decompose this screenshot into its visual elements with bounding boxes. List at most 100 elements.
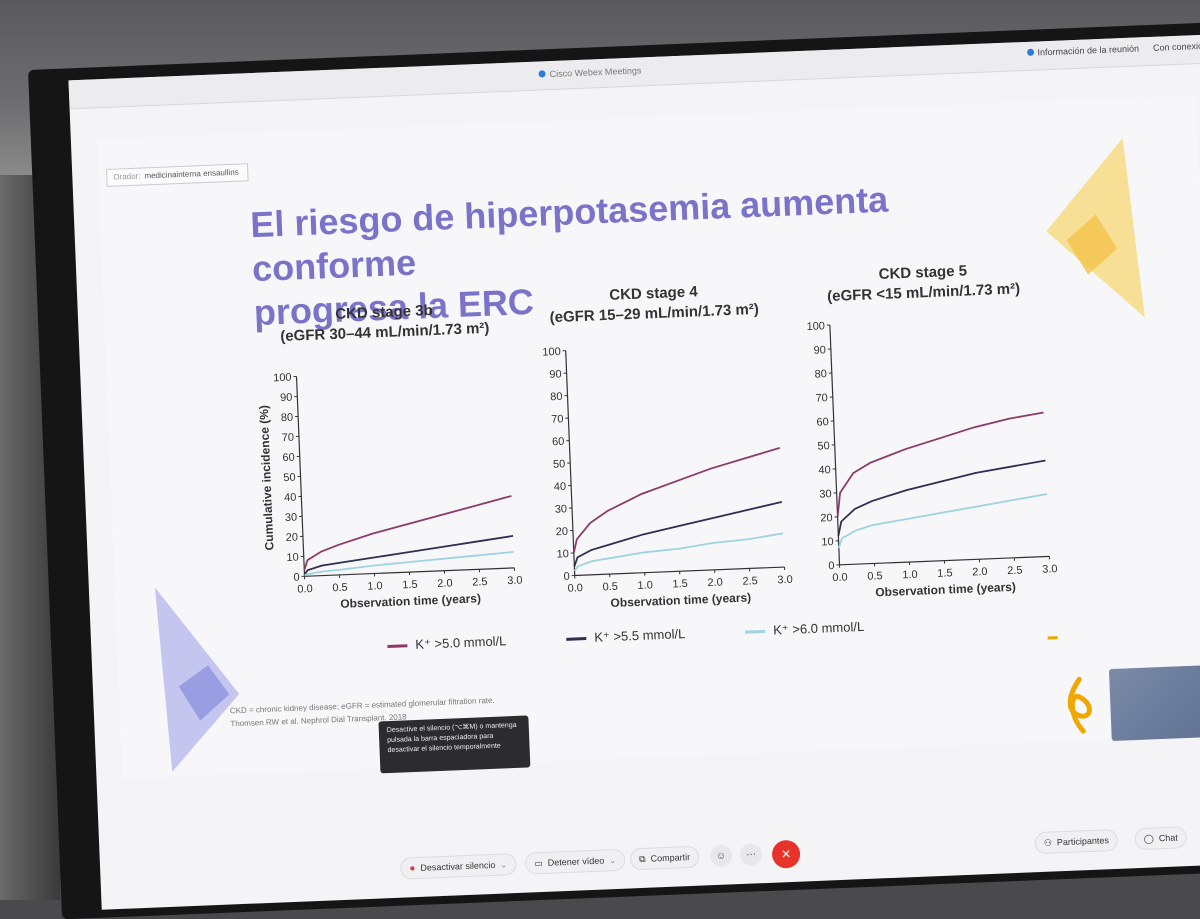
app-title: Cisco Webex Meetings bbox=[538, 65, 641, 79]
y-tick-label: 40 bbox=[284, 492, 297, 504]
y-tick-label: 60 bbox=[552, 436, 565, 448]
x-tick-label: 0.0 bbox=[567, 582, 583, 595]
y-tick-label: 90 bbox=[549, 368, 562, 380]
y-tick-label: 100 bbox=[273, 372, 292, 385]
legend-swatch bbox=[745, 629, 765, 633]
reactions-button[interactable]: ☺ bbox=[710, 844, 733, 867]
y-tick-label: 0 bbox=[563, 571, 570, 583]
x-tick-label: 2.0 bbox=[707, 577, 723, 590]
y-tick-label: 60 bbox=[282, 452, 295, 464]
participants-button[interactable]: ⚇ Participantes bbox=[1034, 829, 1118, 854]
chart-ckd-stage-3b: CKD stage 3b (eGFR 30–44 mL/min/1.73 m²)… bbox=[244, 297, 537, 638]
x-tick-label: 3.0 bbox=[507, 575, 523, 588]
unmute-label: Desactivar silencio bbox=[420, 860, 495, 873]
x-tick-label: 1.0 bbox=[637, 579, 653, 592]
chat-icon: ◯ bbox=[1144, 833, 1155, 844]
y-tick-label: 0 bbox=[828, 560, 835, 572]
more-icon: ⋯ bbox=[746, 849, 756, 860]
meeting-toolbar: ● Desactivar silencio ⌄ ▭ Detener vídeo … bbox=[100, 814, 1200, 900]
x-tick-label: 0.0 bbox=[297, 583, 313, 596]
x-tick-label: 2.0 bbox=[437, 577, 453, 590]
y-tick-label: 50 bbox=[817, 440, 830, 452]
monitor-screen: Cisco Webex Meetings Información de la r… bbox=[68, 34, 1200, 909]
info-icon bbox=[1027, 49, 1034, 56]
participants-label: Participantes bbox=[1057, 835, 1109, 847]
y-tick-label: 20 bbox=[285, 532, 298, 544]
chat-button[interactable]: ◯ Chat bbox=[1134, 826, 1187, 850]
y-tick-label: 30 bbox=[285, 512, 298, 524]
x-tick-label: 3.0 bbox=[1042, 563, 1058, 576]
astrazeneca-logo-icon bbox=[1059, 675, 1101, 737]
legend-swatch bbox=[566, 637, 586, 641]
y-tick-label: 40 bbox=[818, 464, 831, 476]
x-tick-label: 2.5 bbox=[1007, 564, 1023, 577]
blue-triangle-decoration bbox=[145, 584, 253, 778]
y-tick-label: 90 bbox=[280, 392, 293, 404]
y-tick-label: 10 bbox=[821, 536, 834, 548]
y-tick-label: 30 bbox=[819, 488, 832, 500]
monitor-bezel: Cisco Webex Meetings Información de la r… bbox=[28, 22, 1200, 919]
series-line-3 bbox=[573, 533, 784, 571]
speaker-chip-text: medicinainterna ensaullins bbox=[144, 168, 239, 181]
x-axis-label: Observation time (years) bbox=[875, 580, 1016, 600]
y-tick-label: 90 bbox=[813, 344, 826, 356]
series-line-2 bbox=[572, 502, 784, 567]
stop-video-label: Detener vídeo bbox=[548, 856, 605, 868]
webex-logo-icon bbox=[538, 70, 545, 77]
video-camera-icon: ▭ bbox=[534, 857, 543, 868]
x-tick-label: 1.5 bbox=[402, 579, 418, 592]
unmute-button[interactable]: ● Desactivar silencio ⌄ bbox=[400, 853, 517, 880]
share-button[interactable]: ⧉ Compartir bbox=[630, 846, 700, 871]
connection-status[interactable]: Con conexión bbox=[1153, 41, 1200, 53]
series-line-1 bbox=[834, 413, 1048, 517]
y-tick-label: 20 bbox=[820, 512, 833, 524]
chevron-down-icon: ⌄ bbox=[500, 860, 507, 869]
x-tick-label: 2.0 bbox=[972, 566, 988, 579]
top-right-controls: Información de la reunión Con conexión bbox=[1027, 41, 1200, 58]
end-meeting-button[interactable]: ✕ bbox=[772, 840, 801, 869]
more-options-button[interactable]: ⋯ bbox=[740, 843, 763, 866]
y-tick-label: 0 bbox=[293, 572, 300, 584]
y-tick-label: 70 bbox=[551, 413, 564, 425]
legend-item: K⁺ >5.0 mmol/L bbox=[387, 633, 507, 654]
y-tick-label: 50 bbox=[553, 458, 566, 470]
meeting-info-button[interactable]: Información de la reunión bbox=[1027, 43, 1139, 57]
series-line-1 bbox=[302, 496, 514, 570]
chat-label: Chat bbox=[1159, 832, 1178, 843]
x-tick-label: 3.0 bbox=[777, 574, 793, 587]
y-tick-label: 40 bbox=[554, 481, 567, 493]
y-tick-label: 80 bbox=[281, 412, 294, 424]
y-tick-label: 30 bbox=[555, 503, 568, 515]
legend-item: K⁺ >6.0 mmol/L bbox=[745, 619, 865, 640]
y-tick-label: 50 bbox=[283, 472, 296, 484]
y-tick-label: 10 bbox=[286, 552, 299, 564]
legend-label: K⁺ >6.0 mmol/L bbox=[773, 619, 865, 639]
x-tick-label: 0.0 bbox=[832, 572, 848, 585]
y-tick-label: 80 bbox=[814, 368, 827, 380]
y-tick-label: 10 bbox=[556, 548, 569, 560]
share-label: Compartir bbox=[650, 852, 690, 864]
legend-label: K⁺ >5.0 mmol/L bbox=[415, 633, 507, 653]
x-tick-label: 1.5 bbox=[937, 567, 953, 580]
y-tick-label: 100 bbox=[806, 320, 825, 333]
x-tick-label: 1.0 bbox=[902, 569, 918, 582]
app-title-text: Cisco Webex Meetings bbox=[549, 65, 641, 79]
legend-item: K⁺ >5.5 mmol/L bbox=[566, 626, 686, 647]
stop-video-button[interactable]: ▭ Detener vídeo ⌄ bbox=[525, 849, 626, 875]
x-tick-label: 2.5 bbox=[742, 575, 758, 588]
y-axis-label: Cumulative incidence (%) bbox=[257, 405, 277, 551]
chevron-down-icon: ⌄ bbox=[609, 856, 616, 865]
x-tick-label: 0.5 bbox=[602, 581, 618, 594]
speaker-chip-prefix: Orador: bbox=[113, 172, 140, 182]
y-tick-label: 100 bbox=[542, 346, 561, 359]
meeting-info-label: Información de la reunión bbox=[1037, 43, 1139, 57]
shared-slide: Orador:medicinainterna ensaullins El rie… bbox=[97, 95, 1200, 779]
y-tick-label: 70 bbox=[281, 432, 294, 444]
close-icon: ✕ bbox=[781, 847, 792, 861]
self-view-video[interactable] bbox=[1109, 665, 1200, 741]
x-tick-label: 0.5 bbox=[867, 570, 883, 583]
series-line-1 bbox=[570, 448, 784, 553]
